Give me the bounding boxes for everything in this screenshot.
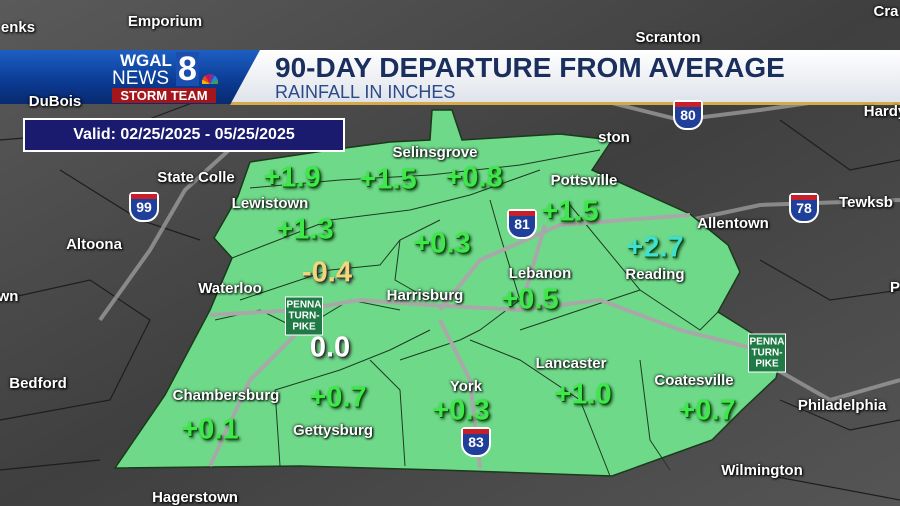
- city-label: Gettysburg: [292, 422, 374, 439]
- city-label: Lewistown: [231, 195, 309, 212]
- station-logo: WGAL NEWS 8 STORM TEAM: [112, 50, 222, 103]
- city-label: Chambersburg: [172, 387, 280, 404]
- banner-right: 90-DAY DEPARTURE FROM AVERAGE RAINFALL I…: [230, 50, 900, 105]
- interstate-shield-icon: 99: [129, 192, 159, 222]
- city-label: Lebanon: [508, 265, 572, 282]
- city-label: Selinsgrove: [392, 144, 478, 161]
- page-subtitle: RAINFALL IN INCHES: [275, 82, 456, 102]
- city-label: P: [889, 279, 900, 296]
- city-label: Pottsville: [550, 172, 618, 189]
- turnpike-sign-icon: PENNA TURN-PIKE: [285, 296, 323, 336]
- city-label: Wilmington: [721, 462, 803, 479]
- logo-eight: 8: [176, 50, 199, 88]
- rainfall-departure-value: +1.9: [263, 161, 321, 194]
- city-label: Cra: [873, 3, 899, 20]
- rainfall-departure-value: +0.3: [413, 227, 471, 260]
- city-label: wn: [0, 288, 19, 305]
- city-label: Reading: [625, 266, 685, 283]
- rainfall-departure-value: +2.7: [626, 231, 684, 264]
- city-label: Lancaster: [535, 355, 607, 372]
- city-label: Philadelphia: [797, 397, 887, 414]
- logo-wgal: WGAL: [120, 51, 172, 70]
- city-label: Altoona: [66, 236, 122, 253]
- interstate-shield-icon: 83: [461, 427, 491, 457]
- city-label: Hagerstown: [152, 489, 238, 506]
- rainfall-departure-value: +0.1: [181, 413, 239, 446]
- rainfall-departure-value: -0.4: [302, 256, 352, 289]
- city-label: Emporium: [127, 13, 203, 30]
- rainfall-departure-value: +0.7: [309, 381, 367, 414]
- rainfall-departure-value: +1.5: [541, 195, 599, 228]
- turnpike-sign-icon: PENNA TURN-PIKE: [748, 333, 786, 373]
- city-label: DuBois: [28, 93, 82, 110]
- rainfall-departure-value: +1.0: [554, 378, 612, 411]
- city-label: York: [449, 378, 483, 395]
- rainfall-departure-value: +0.7: [678, 394, 736, 427]
- rainfall-departure-value: +1.3: [276, 213, 334, 246]
- city-label: State Colle: [157, 169, 235, 186]
- city-label: Allentown: [697, 215, 769, 232]
- city-label: Coatesville: [654, 372, 734, 389]
- nbc-peacock-icon: [202, 74, 218, 84]
- interstate-shield-icon: 81: [507, 209, 537, 239]
- header-banner: 90-DAY DEPARTURE FROM AVERAGE RAINFALL I…: [0, 50, 900, 105]
- page-title: 90-DAY DEPARTURE FROM AVERAGE: [275, 52, 785, 83]
- rainfall-departure-value: +0.3: [432, 394, 490, 427]
- rainfall-departure-value: +1.5: [359, 163, 417, 196]
- city-label: Tewksb: [839, 194, 893, 211]
- valid-date-range: Valid: 02/25/2025 - 05/25/2025: [23, 118, 345, 152]
- city-label: Hardy: [863, 103, 900, 120]
- interstate-shield-icon: 80: [673, 100, 703, 130]
- rainfall-departure-value: 0.0: [309, 331, 351, 364]
- city-label: Bedford: [9, 375, 67, 392]
- city-label: ston: [598, 129, 630, 146]
- rainfall-departure-value: +0.8: [445, 161, 503, 194]
- rainfall-departure-value: +0.5: [501, 283, 559, 316]
- city-label: Waterloo: [198, 280, 262, 297]
- city-label: Harrisburg: [386, 287, 464, 304]
- city-label: enks: [0, 19, 36, 36]
- interstate-shield-icon: 78: [789, 193, 819, 223]
- county-borders: [214, 149, 719, 477]
- logo-news: NEWS: [112, 68, 169, 89]
- city-label: Scranton: [635, 29, 701, 46]
- rainfall-region: [113, 109, 783, 477]
- logo-storm-team: STORM TEAM: [112, 88, 216, 103]
